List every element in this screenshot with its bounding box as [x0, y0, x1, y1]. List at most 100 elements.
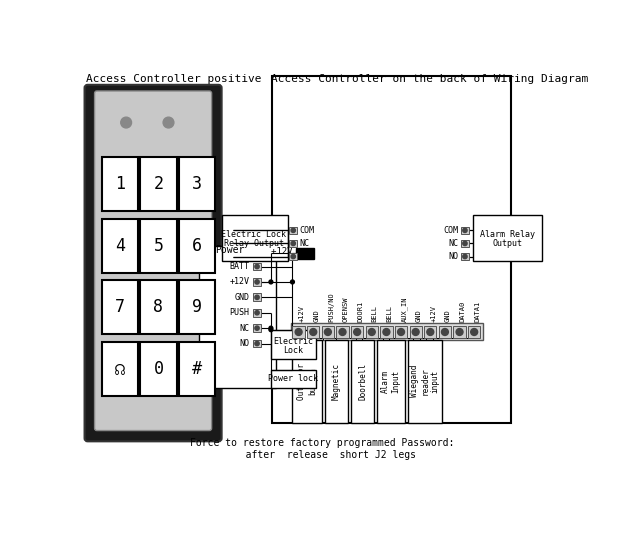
Bar	[325, 340, 348, 423]
Text: +12V  -: +12V -	[271, 247, 308, 255]
Text: 8: 8	[154, 298, 164, 316]
Bar	[473, 215, 542, 261]
Bar	[461, 253, 469, 260]
Text: Alarm Relay: Alarm Relay	[480, 230, 535, 239]
Text: OPENSW: OPENSW	[342, 296, 349, 322]
Text: Doorbell: Doorbell	[358, 363, 367, 400]
Bar	[439, 326, 451, 338]
Bar	[140, 219, 177, 273]
Bar	[290, 253, 297, 260]
Text: Electric Lock: Electric Lock	[221, 230, 287, 239]
Text: Wiegand
reader
input: Wiegand reader input	[410, 365, 440, 397]
Text: +12V: +12V	[229, 278, 250, 286]
Circle shape	[398, 328, 404, 335]
Bar	[102, 219, 139, 273]
Text: #: #	[192, 360, 202, 378]
Circle shape	[463, 241, 467, 246]
Bar	[408, 340, 442, 423]
Text: BATT: BATT	[229, 262, 250, 271]
Circle shape	[412, 328, 419, 335]
Bar	[179, 280, 216, 334]
Bar	[140, 342, 177, 396]
Text: NO: NO	[449, 252, 459, 261]
Circle shape	[163, 117, 174, 128]
Circle shape	[269, 326, 273, 330]
Circle shape	[471, 328, 478, 335]
Text: PUSH/NO: PUSH/NO	[328, 292, 334, 322]
FancyBboxPatch shape	[85, 85, 221, 441]
Circle shape	[441, 328, 448, 335]
Text: GND: GND	[445, 309, 451, 322]
Bar	[290, 226, 297, 234]
Text: Magnetic: Magnetic	[332, 363, 341, 400]
Text: DATA1: DATA1	[474, 301, 480, 322]
Bar	[409, 326, 422, 338]
Text: GND: GND	[314, 309, 319, 322]
Bar	[253, 262, 261, 271]
Text: Alarm
Input: Alarm Input	[381, 370, 401, 393]
Circle shape	[255, 341, 259, 346]
Bar	[322, 326, 334, 338]
Circle shape	[255, 265, 259, 269]
Bar	[199, 246, 277, 388]
Text: 6: 6	[192, 237, 202, 255]
Bar	[395, 326, 407, 338]
Text: NC: NC	[240, 323, 250, 333]
Bar	[140, 280, 177, 334]
Bar	[179, 157, 216, 211]
Text: ☊: ☊	[115, 360, 125, 378]
Text: GND: GND	[416, 309, 422, 322]
Bar	[351, 340, 374, 423]
Text: Electric: Electric	[273, 338, 314, 347]
Text: COM: COM	[444, 226, 459, 235]
Text: 4: 4	[115, 237, 125, 255]
Text: 1: 1	[115, 175, 125, 193]
Bar	[102, 280, 139, 334]
Text: BELL: BELL	[372, 305, 378, 322]
Text: 5: 5	[154, 237, 164, 255]
Bar	[292, 340, 322, 423]
Bar	[253, 309, 261, 316]
Text: Relay Output: Relay Output	[224, 239, 284, 248]
Circle shape	[339, 328, 346, 335]
Text: 7: 7	[115, 298, 125, 316]
Circle shape	[121, 117, 132, 128]
Bar	[273, 76, 511, 423]
Circle shape	[368, 328, 375, 335]
Bar	[336, 326, 349, 338]
Bar	[292, 326, 305, 338]
Bar	[295, 248, 314, 259]
Circle shape	[291, 241, 295, 246]
Text: Force to restore factory programmed Password:
   after  release  short J2 legs: Force to restore factory programmed Pass…	[189, 438, 454, 460]
Circle shape	[427, 328, 434, 335]
Bar	[468, 326, 480, 338]
Text: 2: 2	[154, 175, 164, 193]
Bar	[253, 325, 261, 332]
Text: 3: 3	[192, 175, 202, 193]
Circle shape	[255, 280, 259, 284]
Bar	[102, 342, 139, 396]
Text: NC: NC	[449, 239, 459, 248]
Circle shape	[310, 328, 317, 335]
Circle shape	[295, 328, 302, 335]
Text: COM: COM	[299, 226, 314, 235]
Bar	[351, 326, 363, 338]
Text: BELL: BELL	[386, 305, 393, 322]
Bar	[253, 278, 261, 286]
Text: NC: NC	[299, 239, 309, 248]
Circle shape	[255, 295, 259, 300]
Circle shape	[290, 280, 295, 284]
Text: +12V: +12V	[430, 305, 436, 322]
Bar	[380, 326, 393, 338]
Bar	[366, 326, 378, 338]
Text: DOOR1: DOOR1	[357, 301, 363, 322]
Bar	[453, 326, 466, 338]
Circle shape	[324, 328, 331, 335]
Circle shape	[255, 326, 259, 330]
Circle shape	[463, 254, 467, 259]
Bar	[290, 240, 297, 247]
Text: AUX_IN: AUX_IN	[401, 296, 408, 322]
FancyBboxPatch shape	[95, 91, 211, 430]
Text: GND: GND	[234, 293, 250, 302]
Circle shape	[291, 254, 295, 259]
